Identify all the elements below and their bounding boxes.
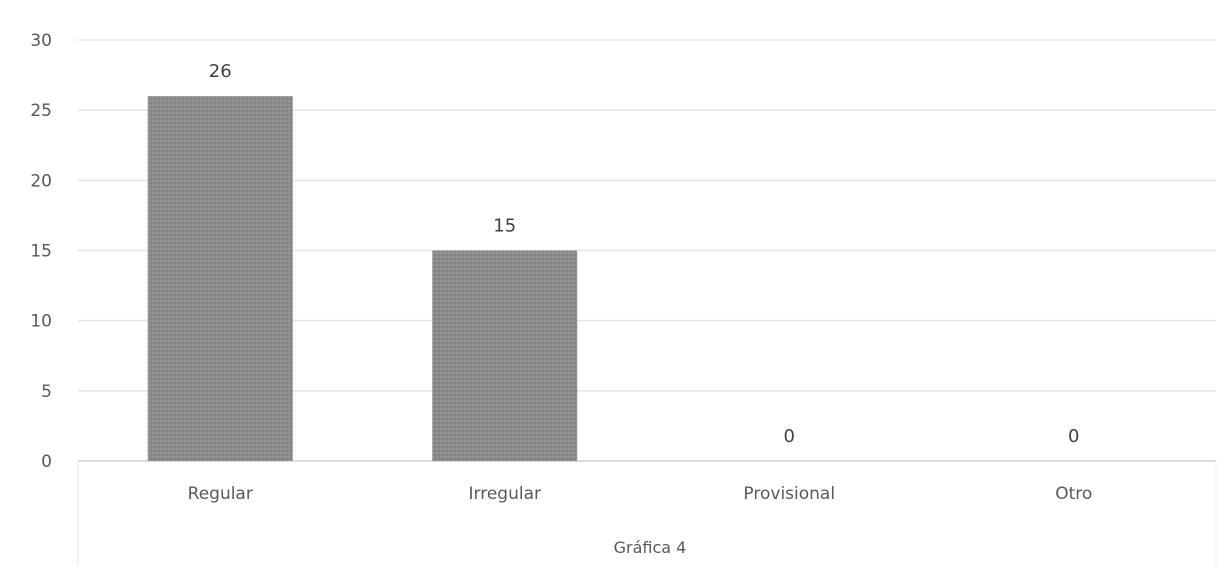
x-tick-label-regular: Regular: [188, 484, 253, 504]
y-tick-label: 5: [41, 382, 52, 402]
data-label-irregular: 15: [493, 216, 516, 237]
y-tick-label: 15: [30, 242, 52, 262]
chart-caption: Gráfica 4: [614, 538, 687, 557]
bar-irregular: [432, 250, 578, 461]
y-tick-label: 25: [30, 101, 52, 121]
y-tick-label: 20: [30, 171, 52, 191]
y-tick-label: 0: [41, 452, 52, 472]
y-tick-label: 10: [30, 312, 52, 332]
data-labels: 26 15 0 0: [209, 61, 1080, 447]
bars: [147, 96, 578, 461]
x-tick-label-otro: Otro: [1055, 484, 1092, 504]
bar-regular: [147, 96, 293, 461]
y-tick-label: 30: [30, 31, 52, 51]
x-tick-label-provisional: Provisional: [743, 484, 835, 504]
data-label-provisional: 0: [784, 426, 795, 447]
y-axis-tick-labels: 0 5 10 15 20 25 30: [30, 31, 52, 472]
chart-frame: [77, 462, 1217, 566]
x-axis-tick-labels: Regular Irregular Provisional Otro: [188, 484, 1093, 504]
data-label-otro: 0: [1068, 426, 1079, 447]
x-tick-label-irregular: Irregular: [469, 484, 541, 504]
data-label-regular: 26: [209, 61, 232, 82]
